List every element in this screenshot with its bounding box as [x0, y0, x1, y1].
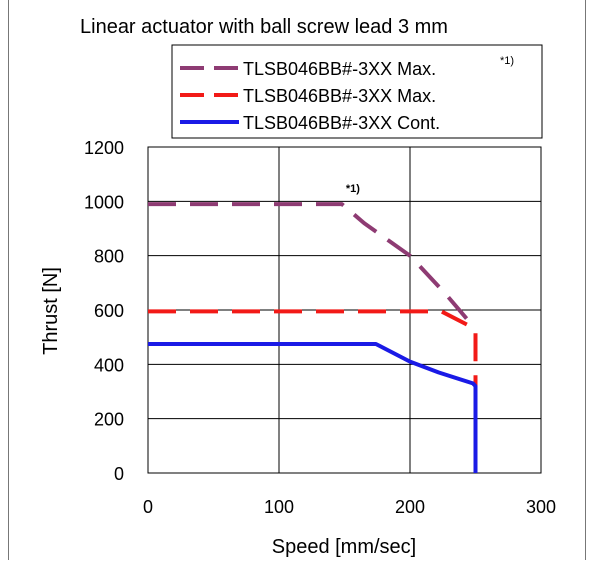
series-line-0 [148, 202, 478, 331]
y-tick-label-0: 0 [114, 464, 124, 484]
legend-superscript-0: *1) [500, 55, 514, 67]
chart-frame [8, 0, 586, 560]
x-tick-label-1: 100 [264, 497, 294, 517]
annotation-label: *1) [346, 183, 360, 195]
x-tick-label-0: 0 [143, 497, 153, 517]
legend: TLSB046BB#-3XX Max. *1) TLSB046BB#-3XX Max… [171, 44, 543, 139]
y-tick-label-4: 800 [94, 247, 124, 267]
series-line-1 [148, 309, 478, 408]
series-line-2 [148, 342, 478, 473]
legend-label-2: TLSB046BB#-3XX Cont. [243, 113, 440, 133]
legend-label-1: TLSB046BB#-3XX Max. [243, 86, 436, 106]
y-tick-label-2: 400 [94, 355, 124, 375]
plot-area: 0 200 400 600 800 1000 1200 0 100 200 300 *1) [84, 138, 556, 517]
x-axis-label: Speed [mm/sec] [272, 536, 417, 558]
legend-label-0: TLSB046BB#-3XX Max. [243, 59, 436, 79]
y-tick-label-3: 600 [94, 301, 124, 321]
x-tick-label-3: 300 [526, 497, 556, 517]
y-tick-label-1: 200 [94, 410, 124, 430]
y-tick-label-6: 1200 [84, 138, 124, 158]
y-tick-label-5: 1000 [84, 192, 124, 212]
y-axis-label: Thrust [N] [40, 267, 62, 355]
chart-title: Linear actuator with ball screw lead 3 m… [80, 16, 448, 38]
x-tick-label-2: 200 [395, 497, 425, 517]
